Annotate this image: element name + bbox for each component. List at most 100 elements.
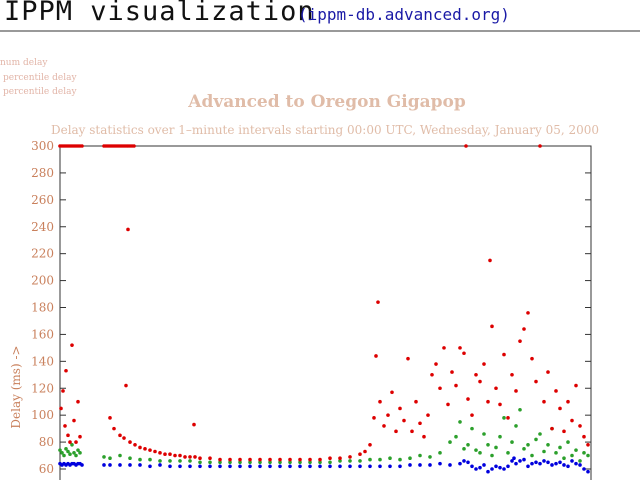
data-point-series-2 (490, 324, 494, 329)
data-point-series-2 (372, 416, 376, 420)
data-point-series-0 (502, 467, 506, 471)
data-point-series-1 (574, 448, 578, 452)
data-point-series-2 (554, 389, 558, 393)
data-point-series-2 (318, 457, 322, 462)
data-point-series-1 (348, 459, 352, 463)
chart-subtitle: Delay statistics over 1–minute intervals… (51, 123, 599, 137)
data-point-series-2 (168, 452, 172, 456)
data-point-series-1 (466, 442, 470, 447)
data-point-series-1 (78, 451, 82, 455)
legend: num delay percentile delay percentile de… (0, 56, 77, 100)
data-point-series-1 (108, 456, 112, 461)
data-point-series-2 (208, 456, 212, 461)
data-point-series-2 (358, 452, 362, 456)
data-point-series-1 (70, 442, 74, 447)
data-point-series-0 (562, 463, 566, 467)
data-point-series-1 (578, 459, 582, 463)
server-link[interactable]: (ippm-db.advanced.org) (298, 5, 510, 24)
data-point-series-0 (522, 457, 526, 462)
data-point-series-0 (438, 461, 442, 466)
data-point-series-0 (512, 456, 516, 461)
data-point-series-1 (562, 456, 566, 461)
data-point-series-2 (546, 370, 550, 374)
y-tick-label: 240 (31, 220, 54, 234)
delay-scatter-chart: Advanced to Oregon Gigapop Delay statist… (9, 92, 599, 480)
data-point-series-2 (61, 389, 65, 393)
data-point-series-2 (470, 413, 474, 417)
data-point-series-1 (62, 453, 66, 458)
data-point-series-2 (124, 383, 128, 388)
data-point-series-1 (158, 459, 162, 463)
data-point-series-1 (74, 453, 78, 458)
data-point-series-2 (446, 402, 450, 407)
data-point-series-1 (506, 451, 510, 455)
data-point-series-2 (558, 406, 562, 411)
data-point-series-0 (534, 460, 538, 465)
data-point-series-2 (474, 372, 478, 377)
data-point-series-0 (526, 464, 530, 469)
data-point-series-0 (258, 464, 262, 469)
data-point-series-0 (558, 460, 562, 465)
data-point-series-0 (138, 463, 142, 467)
data-point-series-2 (218, 457, 222, 462)
data-point-series-2 (118, 433, 122, 438)
data-point-series-2 (68, 440, 72, 444)
app-title: IPPM visualization (4, 0, 315, 27)
data-point-series-0 (570, 459, 574, 463)
data-point-series-1 (68, 452, 72, 456)
data-point-series-0 (486, 469, 490, 474)
data-point-series-2 (74, 440, 78, 444)
data-point-series-0 (128, 463, 132, 467)
data-point-series-1 (358, 459, 362, 463)
data-point-series-1 (288, 460, 292, 465)
data-point-series-2 (462, 351, 466, 356)
y-tick-label: 220 (31, 247, 54, 261)
data-point-series-2 (133, 442, 137, 447)
data-point-series-0 (466, 460, 470, 465)
data-point-series-2 (534, 379, 538, 384)
data-point-series-0 (574, 461, 578, 466)
y-tick-label: 180 (31, 301, 54, 315)
y-tick-label: 200 (31, 274, 54, 288)
data-point-series-0 (188, 464, 192, 469)
data-point-series-2 (132, 144, 136, 148)
data-point-series-0 (102, 463, 106, 467)
data-point-series-1 (218, 460, 222, 465)
data-point-series-1 (470, 426, 474, 431)
data-point-series-2 (414, 399, 418, 404)
data-point-series-2 (183, 455, 187, 459)
data-point-series-0 (582, 467, 586, 471)
data-point-series-0 (418, 463, 422, 467)
data-point-series-1 (102, 455, 106, 459)
data-point-series-1 (208, 460, 212, 465)
data-point-series-1 (238, 460, 242, 465)
data-point-series-1 (522, 447, 526, 451)
data-point-series-2 (298, 457, 302, 462)
data-point-series-2 (268, 457, 272, 462)
data-point-series-0 (118, 463, 122, 467)
data-point-series-1 (486, 442, 490, 447)
data-point-series-2 (530, 356, 534, 361)
data-point-series-2 (454, 383, 458, 388)
data-point-series-1 (514, 424, 518, 428)
data-point-series-0 (248, 464, 252, 469)
data-point-series-0 (408, 463, 412, 467)
data-point-series-0 (538, 461, 542, 466)
data-point-series-2 (308, 457, 312, 462)
data-point-series-1 (168, 459, 172, 463)
data-point-series-1 (188, 459, 192, 463)
data-point-series-1 (570, 453, 574, 458)
data-point-series-0 (178, 464, 182, 469)
data-point-series-2 (410, 429, 414, 434)
data-point-series-2 (59, 406, 63, 411)
data-point-series-2 (138, 445, 142, 450)
data-point-series-2 (374, 354, 378, 358)
data-point-series-2 (574, 383, 578, 388)
plot-frame (59, 145, 592, 480)
data-point-series-2 (188, 455, 192, 459)
data-point-series-1 (64, 447, 68, 451)
data-point-series-0 (108, 463, 112, 467)
data-point-series-0 (554, 461, 558, 466)
data-point-series-2 (442, 346, 446, 350)
data-point-series-1 (510, 440, 514, 444)
